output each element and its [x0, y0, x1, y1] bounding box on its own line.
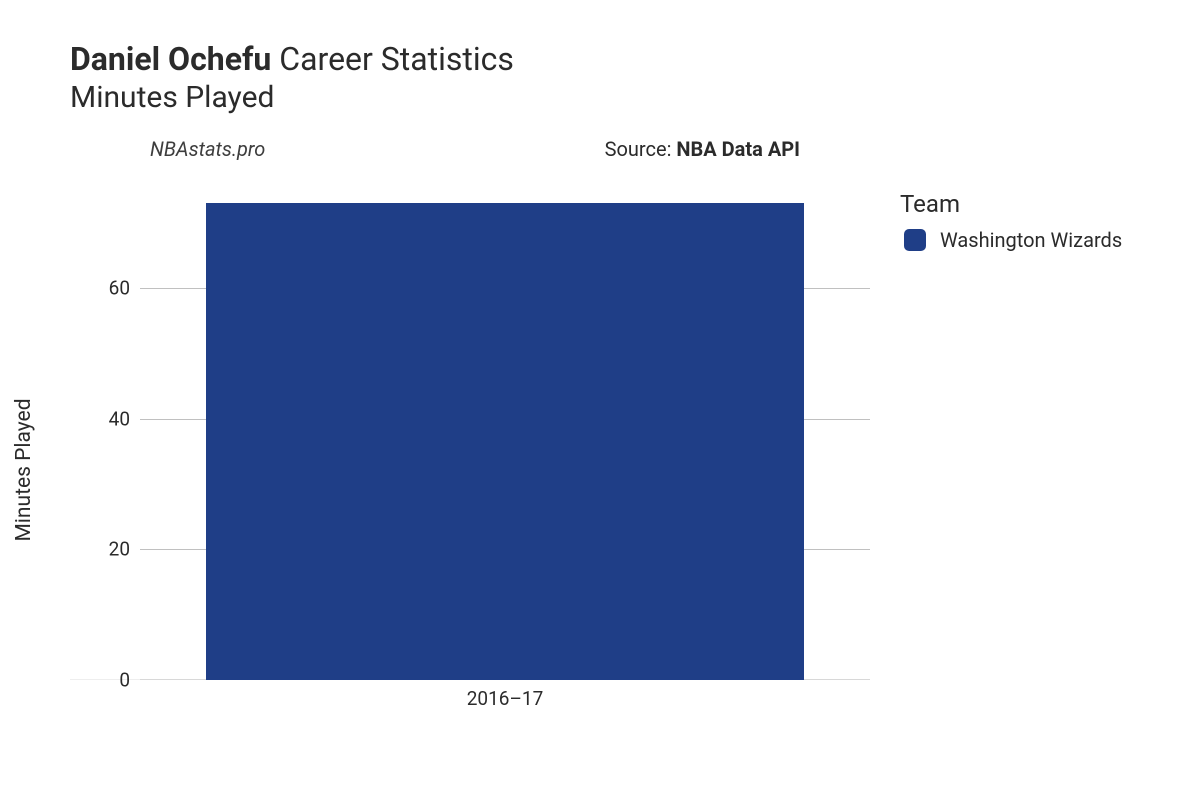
chart-subtitle: Minutes Played: [70, 80, 1170, 115]
y-tick-label: 40: [109, 407, 130, 430]
legend-item: Washington Wizards: [904, 228, 1180, 252]
y-tick-label: 0: [119, 669, 130, 692]
y-tick-label: 20: [109, 538, 130, 561]
legend-items: Washington Wizards: [900, 228, 1180, 252]
source-value: NBA Data API: [676, 137, 800, 161]
chart-area: Minutes Played 02040602016–17 Season: [70, 190, 870, 750]
y-axis-label: Minutes Played: [12, 398, 36, 541]
title-block: Daniel Ochefu Career Statistics Minutes …: [70, 40, 1170, 115]
bar: [206, 203, 805, 680]
x-tick-label: 2016–17: [467, 687, 544, 710]
legend-swatch: [904, 229, 926, 251]
player-name: Daniel Ochefu: [70, 40, 271, 78]
legend-item-label: Washington Wizards: [940, 228, 1122, 252]
title-suffix: Career Statistics: [279, 40, 514, 78]
annotation-row: NBAstats.pro Source: NBA Data API: [70, 137, 830, 167]
source-label: Source:: [605, 137, 677, 161]
source-text: Source: NBA Data API: [605, 137, 800, 161]
legend: Team Washington Wizards: [900, 190, 1180, 252]
watermark-text: NBAstats.pro: [150, 137, 265, 161]
legend-title: Team: [900, 190, 1180, 218]
chart-title: Daniel Ochefu Career Statistics: [70, 40, 1170, 78]
plot-grid: 02040602016–17: [140, 190, 870, 680]
plot: Minutes Played 02040602016–17 Season: [70, 190, 870, 750]
chart-page: Daniel Ochefu Career Statistics Minutes …: [0, 0, 1200, 800]
y-tick-label: 60: [109, 277, 130, 300]
